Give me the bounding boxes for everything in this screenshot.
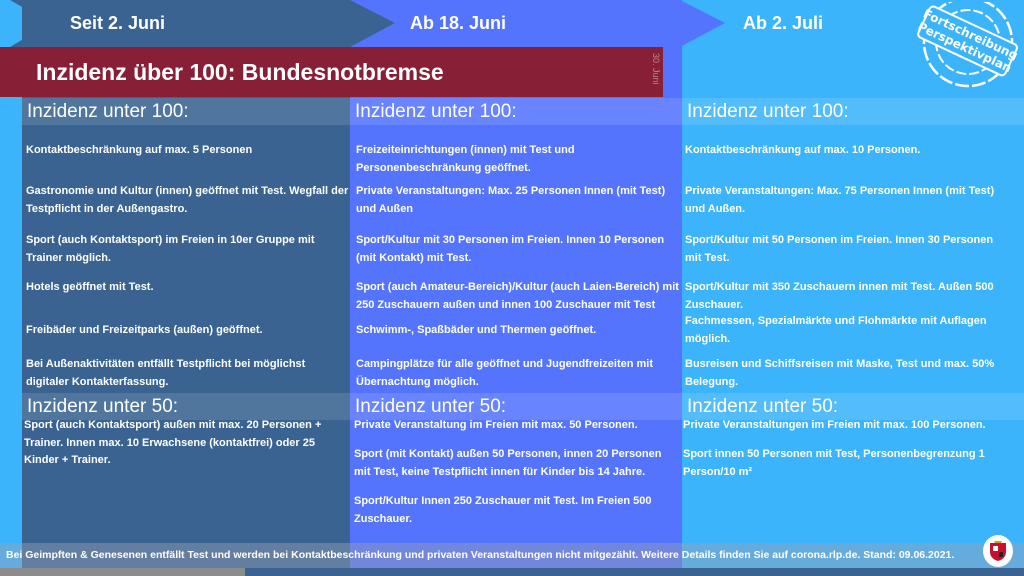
measure-item: Bei Außenaktivitäten entfällt Testpflich… (26, 358, 306, 388)
measure-item: Sport/Kultur mit 50 Personen im Freien. … (685, 234, 994, 264)
measure-item: Freizeiteinrichtungen (innen) mit Test u… (356, 144, 575, 174)
phase-label-3: Ab 2. Juli (743, 13, 824, 33)
measure-item: Gastronomie und Kultur (innen) geöffnet … (26, 185, 349, 215)
measure-item: Sport (mit Kontakt) außen 50 Personen, i… (354, 448, 662, 478)
measure-item: Private Veranstaltungen: Max. 25 Persone… (356, 185, 666, 215)
stamp-logo: Fortschreibung Perspektivplan (916, 2, 1020, 88)
phase-arrow-2: Ab 18. Juni (340, 0, 725, 47)
rlp-coat-of-arms-icon (983, 535, 1013, 567)
heading-incidence-50: Inzidenz unter 50: (22, 393, 350, 420)
measure-item: Sport innen 50 Personen mit Test, Person… (683, 448, 985, 478)
measure-item: Sport/Kultur Innen 250 Zuschauer mit Tes… (354, 495, 652, 525)
heading-incidence-100: Inzidenz unter 100: (22, 98, 350, 125)
measure-item: Sport/Kultur mit 350 Zuschauern innen mi… (685, 281, 994, 311)
measure-item: Sport (auch Amateur-Bereich)/Kultur (auc… (356, 281, 679, 311)
measure-item: Sport/Kultur mit 30 Personen im Freien. … (356, 234, 665, 264)
measure-item: Freibäder und Freizeitparks (außen) geöf… (26, 324, 263, 336)
measure-item: Kontaktbeschränkung auf max. 5 Personen (26, 144, 253, 156)
measure-item: Kontaktbeschränkung auf max. 10 Personen… (685, 144, 921, 156)
progress-strip (0, 568, 245, 576)
measure-item: Private Veranstaltungen: Max. 75 Persone… (685, 185, 995, 215)
measure-item: Busreisen und Schiffsreisen mit Maske, T… (685, 358, 995, 388)
measure-item: Fachmessen, Spezialmärkte und Flohmärkte… (685, 315, 987, 345)
column-phase-3 (682, 0, 1024, 568)
measure-item: Private Veranstaltung im Freien mit max.… (354, 419, 638, 431)
banner-title: Inzidenz über 100: Bundesnotbremse (36, 59, 444, 85)
heading-incidence-50: Inzidenz unter 50: (350, 393, 682, 420)
bottom-strip (245, 568, 1024, 576)
measure-item: Sport (auch Kontaktsport) im Freien in 1… (26, 234, 315, 264)
banner-end-date: 30. Juni (651, 53, 661, 85)
emergency-brake-banner: Inzidenz über 100: Bundesnotbremse 30. J… (0, 47, 663, 97)
measure-item: Private Veranstaltungen im Freien mit ma… (683, 419, 986, 431)
footer-note: Bei Geimpften & Genesenen entfällt Test … (0, 543, 1024, 568)
measure-item: Campingplätze für alle geöffnet und Juge… (356, 358, 654, 388)
heading-incidence-100: Inzidenz unter 100: (350, 98, 682, 125)
measure-item: Schwimm-, Spaßbäder und Thermen geöffnet… (356, 324, 597, 336)
heading-incidence-50: Inzidenz unter 50: (682, 393, 1024, 420)
measure-item: Hotels geöffnet mit Test. (26, 281, 154, 293)
measure-item: Sport (auch Kontaktsport) außen mit max.… (24, 419, 322, 466)
phase-arrow-1: Seit 2. Juni (10, 0, 395, 47)
heading-incidence-100: Inzidenz unter 100: (682, 98, 1024, 125)
